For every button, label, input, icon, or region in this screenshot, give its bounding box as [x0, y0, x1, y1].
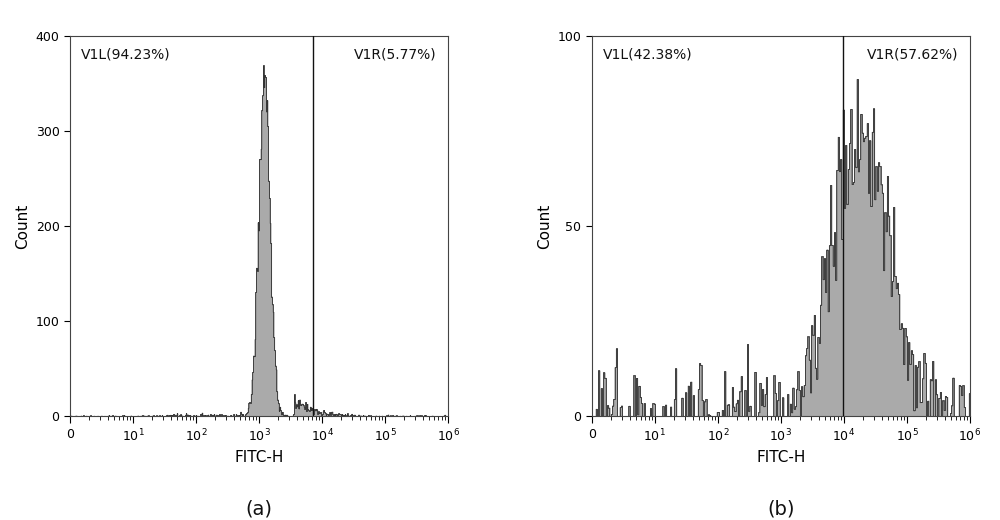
Text: V1L(42.38%): V1L(42.38%)	[603, 48, 693, 62]
Y-axis label: Count: Count	[537, 203, 552, 249]
Text: V1R(5.77%): V1R(5.77%)	[354, 48, 437, 62]
Text: (a): (a)	[246, 500, 273, 518]
Text: V1L(94.23%): V1L(94.23%)	[81, 48, 171, 62]
Text: V1R(57.62%): V1R(57.62%)	[867, 48, 959, 62]
Text: (b): (b)	[767, 500, 795, 518]
X-axis label: FITC-H: FITC-H	[234, 450, 284, 465]
Y-axis label: Count: Count	[15, 203, 30, 249]
X-axis label: FITC-H: FITC-H	[756, 450, 806, 465]
